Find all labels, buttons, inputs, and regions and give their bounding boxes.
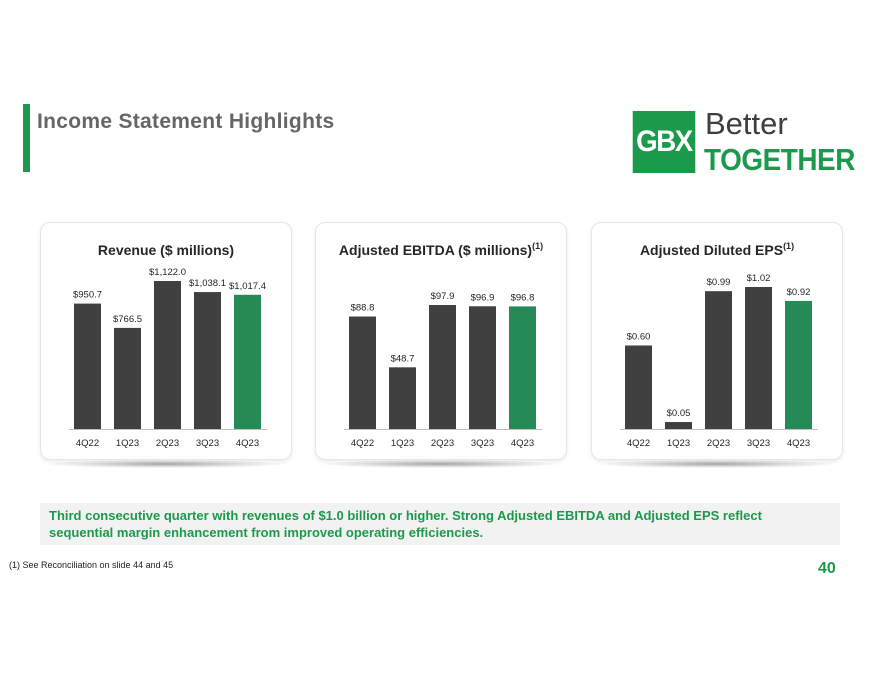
x-tick-label: 3Q23 [196,438,219,449]
x-tick-label: 2Q23 [707,438,730,449]
logo-tagline-line2: TOGETHER [704,142,855,177]
x-tick-label: 1Q23 [391,438,414,449]
x-tick-label: 1Q23 [667,438,690,449]
card-shadow [50,460,280,468]
card-shadow [601,460,831,468]
x-tick-label: 4Q23 [236,438,259,449]
bar-2q23 [154,281,181,429]
bar-2q23 [429,305,456,429]
bar-4q23 [234,294,261,429]
card-shadow [325,460,555,468]
data-label: $88.8 [351,303,375,314]
x-tick-label: 3Q23 [471,438,494,449]
logo-box: GBX [632,111,696,173]
bar-4q23 [509,306,536,429]
data-label: $1,017.4 [229,281,266,292]
data-label: $97.9 [431,291,455,302]
data-label: $0.92 [787,287,811,298]
bar-1q23 [389,367,416,429]
x-tick-label: 4Q23 [511,438,534,449]
bar-1q23 [114,327,141,429]
chart-title: Adjusted EBITDA ($ millions)(1) [339,241,543,258]
title-accent-bar [23,104,30,172]
bar-3q23 [745,287,772,429]
page-number: 40 [818,560,836,577]
x-tick-label: 2Q23 [431,438,454,449]
ebitda-chart: Adjusted EBITDA ($ millions)(1) $88.8 4Q22… [339,241,543,449]
bar-1q23 [665,422,692,429]
bar-4q22 [349,316,376,429]
x-tick-label: 4Q22 [351,438,374,449]
data-label: $0.99 [707,277,731,288]
bar-4q23 [785,300,812,429]
revenue-chart: Revenue ($ millions) $950.7 4Q22 $766.5 1Q23… [69,242,267,449]
chart-title: Revenue ($ millions) [98,242,234,258]
chart-title: Adjusted Diluted EPS(1) [640,241,794,258]
x-tick-label: 4Q22 [76,438,99,449]
footnote: (1) See Reconciliation on slide 44 and 4… [9,560,174,570]
bar-4q22 [625,345,652,429]
x-tick-label: 3Q23 [747,438,770,449]
data-label: $1,122.0 [149,267,186,278]
x-tick-label: 4Q23 [787,438,810,449]
x-tick-label: 4Q22 [627,438,650,449]
data-label: $766.5 [113,314,142,325]
eps-chart-card: Adjusted Diluted EPS(1) $0.60 4Q22 $0.05 1Q2… [591,222,843,460]
revenue-chart-card: Revenue ($ millions) $950.7 4Q22 $766.5 1Q23… [40,222,292,460]
bar-4q22 [74,303,101,429]
x-tick-label: 2Q23 [156,438,179,449]
bar-3q23 [194,292,221,429]
callout-text: Third consecutive quarter with revenues … [49,508,762,540]
data-label: $950.7 [73,290,102,301]
data-label: $1,038.1 [189,278,226,289]
logo-tagline-line1: Better [705,106,788,141]
bar-2q23 [705,291,732,429]
data-label: $96.9 [471,292,495,303]
page-title: Income Statement Highlights [37,110,335,133]
eps-chart: Adjusted Diluted EPS(1) $0.60 4Q22 $0.05 1Q2… [620,241,818,449]
x-tick-label: 1Q23 [116,438,139,449]
data-label: $0.05 [667,408,691,419]
data-label: $1.02 [747,273,771,284]
data-label: $48.7 [391,353,415,364]
data-label: $0.60 [627,331,651,342]
ebitda-chart-card: Adjusted EBITDA ($ millions)(1) $88.8 4Q22… [315,222,567,460]
data-label: $96.8 [511,292,535,303]
callout-box: Third consecutive quarter with revenues … [40,503,840,545]
bar-3q23 [469,306,496,429]
gbx-logo: GBX Better TOGETHER [630,106,862,177]
